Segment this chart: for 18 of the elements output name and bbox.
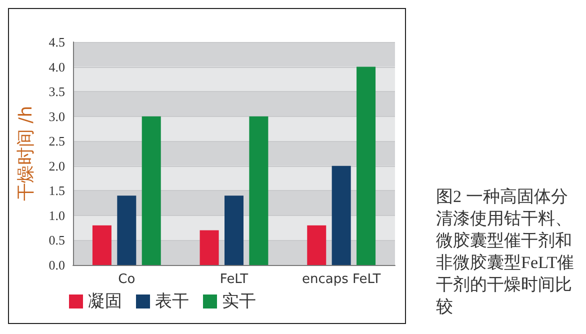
y-tick-label: 4.0 — [48, 59, 65, 74]
legend-label: 表干 — [155, 292, 189, 312]
caption: 图2 一种高固体分清漆使用钴干料、微胶囊型催干剂和非微胶囊型FeLT催干剂的干燥时间比较 — [436, 186, 576, 318]
x-tick-label: FeLT — [220, 272, 248, 287]
y-tick-label: 0.5 — [48, 232, 65, 248]
y-tick-label: 1.5 — [48, 183, 65, 198]
legend-label: 实干 — [222, 292, 256, 312]
y-axis-title: 干燥时间 /h — [16, 106, 36, 202]
y-tick-label: 4.5 — [48, 34, 65, 50]
legend-label: 凝固 — [88, 292, 122, 312]
y-tick-label: 3.0 — [48, 108, 65, 124]
x-tick-label: Co — [118, 272, 136, 287]
x-tick-label: encaps FeLT — [302, 272, 381, 287]
y-tick-label: 1.0 — [48, 208, 65, 223]
y-tick-label: 2.0 — [48, 158, 65, 174]
y-tick-label: 0.0 — [48, 258, 65, 272]
y-tick-label: 2.5 — [48, 134, 65, 149]
y-tick-label: 3.5 — [48, 84, 65, 100]
